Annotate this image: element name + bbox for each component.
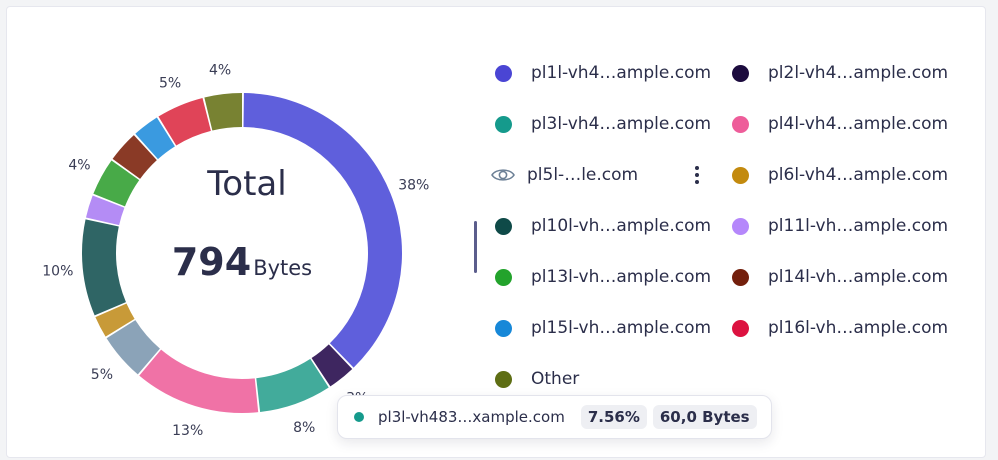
slice-label-4: 5%: [91, 367, 113, 383]
legend-item-11[interactable]: pl16l-vh…ample.com: [732, 316, 948, 340]
legend-label: pl4l-vh4…ample.com: [768, 114, 949, 134]
legend-item-0[interactable]: pl1l-vh4…ample.com: [495, 61, 711, 85]
center-title: Total: [206, 164, 286, 204]
donut-chart: 38%3%8%13%5%10%4%5%4% Total 794Bytes: [42, 62, 429, 439]
legend-color-dot: [732, 166, 749, 184]
legend-item-5[interactable]: pl6l-vh4…ample.com: [732, 163, 948, 187]
tooltip-value: 60,0 Bytes: [652, 405, 757, 429]
legend-item-10[interactable]: pl15l-vh…ample.com: [495, 316, 711, 340]
legend-item-8[interactable]: pl13l-vh…ample.com: [495, 265, 711, 289]
slice-label-0: 38%: [398, 177, 429, 193]
slice-label-8: 4%: [68, 158, 90, 174]
legend: pl1l-vh4…ample.com pl2l-vh4…ample.com pl3l…: [491, 53, 975, 398]
legend-label: pl15l-vh…ample.com: [531, 318, 712, 338]
legend-item-3[interactable]: pl4l-vh4…ample.com: [732, 112, 948, 136]
legend-item-9[interactable]: pl14l-vh…ample.com: [732, 265, 948, 289]
legend-color-dot: [495, 319, 512, 337]
legend-color-dot: [495, 217, 512, 235]
slice-labels: 38%3%8%13%5%10%4%5%4%: [42, 62, 429, 439]
tooltip-color-dot: [354, 412, 364, 422]
legend-color-dot: [495, 268, 512, 286]
donut-slice-8[interactable]: [93, 160, 140, 207]
legend-item-2[interactable]: pl3l-vh4…ample.com: [495, 112, 711, 136]
legend-item-12[interactable]: Other: [495, 367, 579, 391]
donut-slice-7[interactable]: [85, 195, 125, 226]
slice-label-3: 13%: [172, 423, 203, 439]
donut-slices: [82, 93, 403, 413]
donut-slice-3[interactable]: [139, 349, 259, 413]
legend-label: pl2l-vh4…ample.com: [768, 63, 949, 83]
donut-slice-12[interactable]: [204, 93, 242, 131]
center-total: 794Bytes: [172, 240, 312, 284]
tooltip-name: pl3l-vh483…xample.com: [378, 408, 565, 426]
slice-label-11: 5%: [159, 76, 181, 92]
legend-color-dot: [732, 217, 749, 235]
hover-tooltip: pl3l-vh483…xample.com 7.56% 60,0 Bytes: [337, 395, 772, 439]
legend-color-dot: [495, 115, 512, 133]
legend-label: Other: [531, 369, 580, 389]
center-value: 794: [172, 240, 251, 284]
slice-label-6: 10%: [42, 263, 73, 279]
donut-slice-9[interactable]: [112, 135, 157, 179]
eye-icon[interactable]: [491, 163, 515, 187]
donut-slice-10[interactable]: [135, 117, 175, 160]
donut-slice-11[interactable]: [158, 97, 211, 146]
legend-label: pl6l-vh4…ample.com: [768, 165, 949, 185]
slice-label-2: 8%: [293, 420, 315, 436]
donut-slice-2[interactable]: [256, 358, 329, 412]
legend-color-dot: [732, 319, 749, 337]
legend-color-dot: [495, 64, 512, 82]
legend-item-7[interactable]: pl11l-vh…ample.com: [732, 214, 948, 238]
center-unit: Bytes: [253, 256, 312, 280]
legend-label: pl16l-vh…ample.com: [768, 318, 949, 338]
legend-label: pl1l-vh4…ample.com: [531, 63, 712, 83]
legend-color-dot: [732, 115, 749, 133]
donut-slice-6[interactable]: [82, 219, 126, 316]
legend-color-dot: [732, 268, 749, 286]
tooltip-percent: 7.56%: [580, 405, 647, 429]
legend-label: pl13l-vh…ample.com: [531, 267, 712, 287]
donut-slice-4[interactable]: [106, 320, 160, 375]
donut-slice-5[interactable]: [95, 303, 135, 337]
legend-label: pl14l-vh…ample.com: [768, 267, 949, 287]
donut-slice-1[interactable]: [311, 344, 353, 387]
legend-color-dot: [495, 370, 512, 388]
legend-color-dot: [732, 64, 749, 82]
legend-item-6[interactable]: pl10l-vh…ample.com: [495, 214, 711, 238]
legend-label: pl3l-vh4…ample.com: [531, 114, 712, 134]
legend-item-1[interactable]: pl2l-vh4…ample.com: [732, 61, 948, 85]
legend-label: pl5l-…le.com: [527, 165, 639, 185]
donut-slice-0[interactable]: [243, 93, 403, 368]
slice-label-12: 4%: [209, 62, 231, 78]
legend-label: pl10l-vh…ample.com: [531, 216, 712, 236]
chart-card: 38%3%8%13%5%10%4%5%4% Total 794Bytes pl1…: [6, 6, 986, 458]
panel-resize-handle[interactable]: [474, 221, 477, 273]
legend-item-4[interactable]: pl5l-…le.com: [491, 163, 699, 187]
more-options-icon[interactable]: [693, 163, 701, 187]
legend-label: pl11l-vh…ample.com: [768, 216, 949, 236]
